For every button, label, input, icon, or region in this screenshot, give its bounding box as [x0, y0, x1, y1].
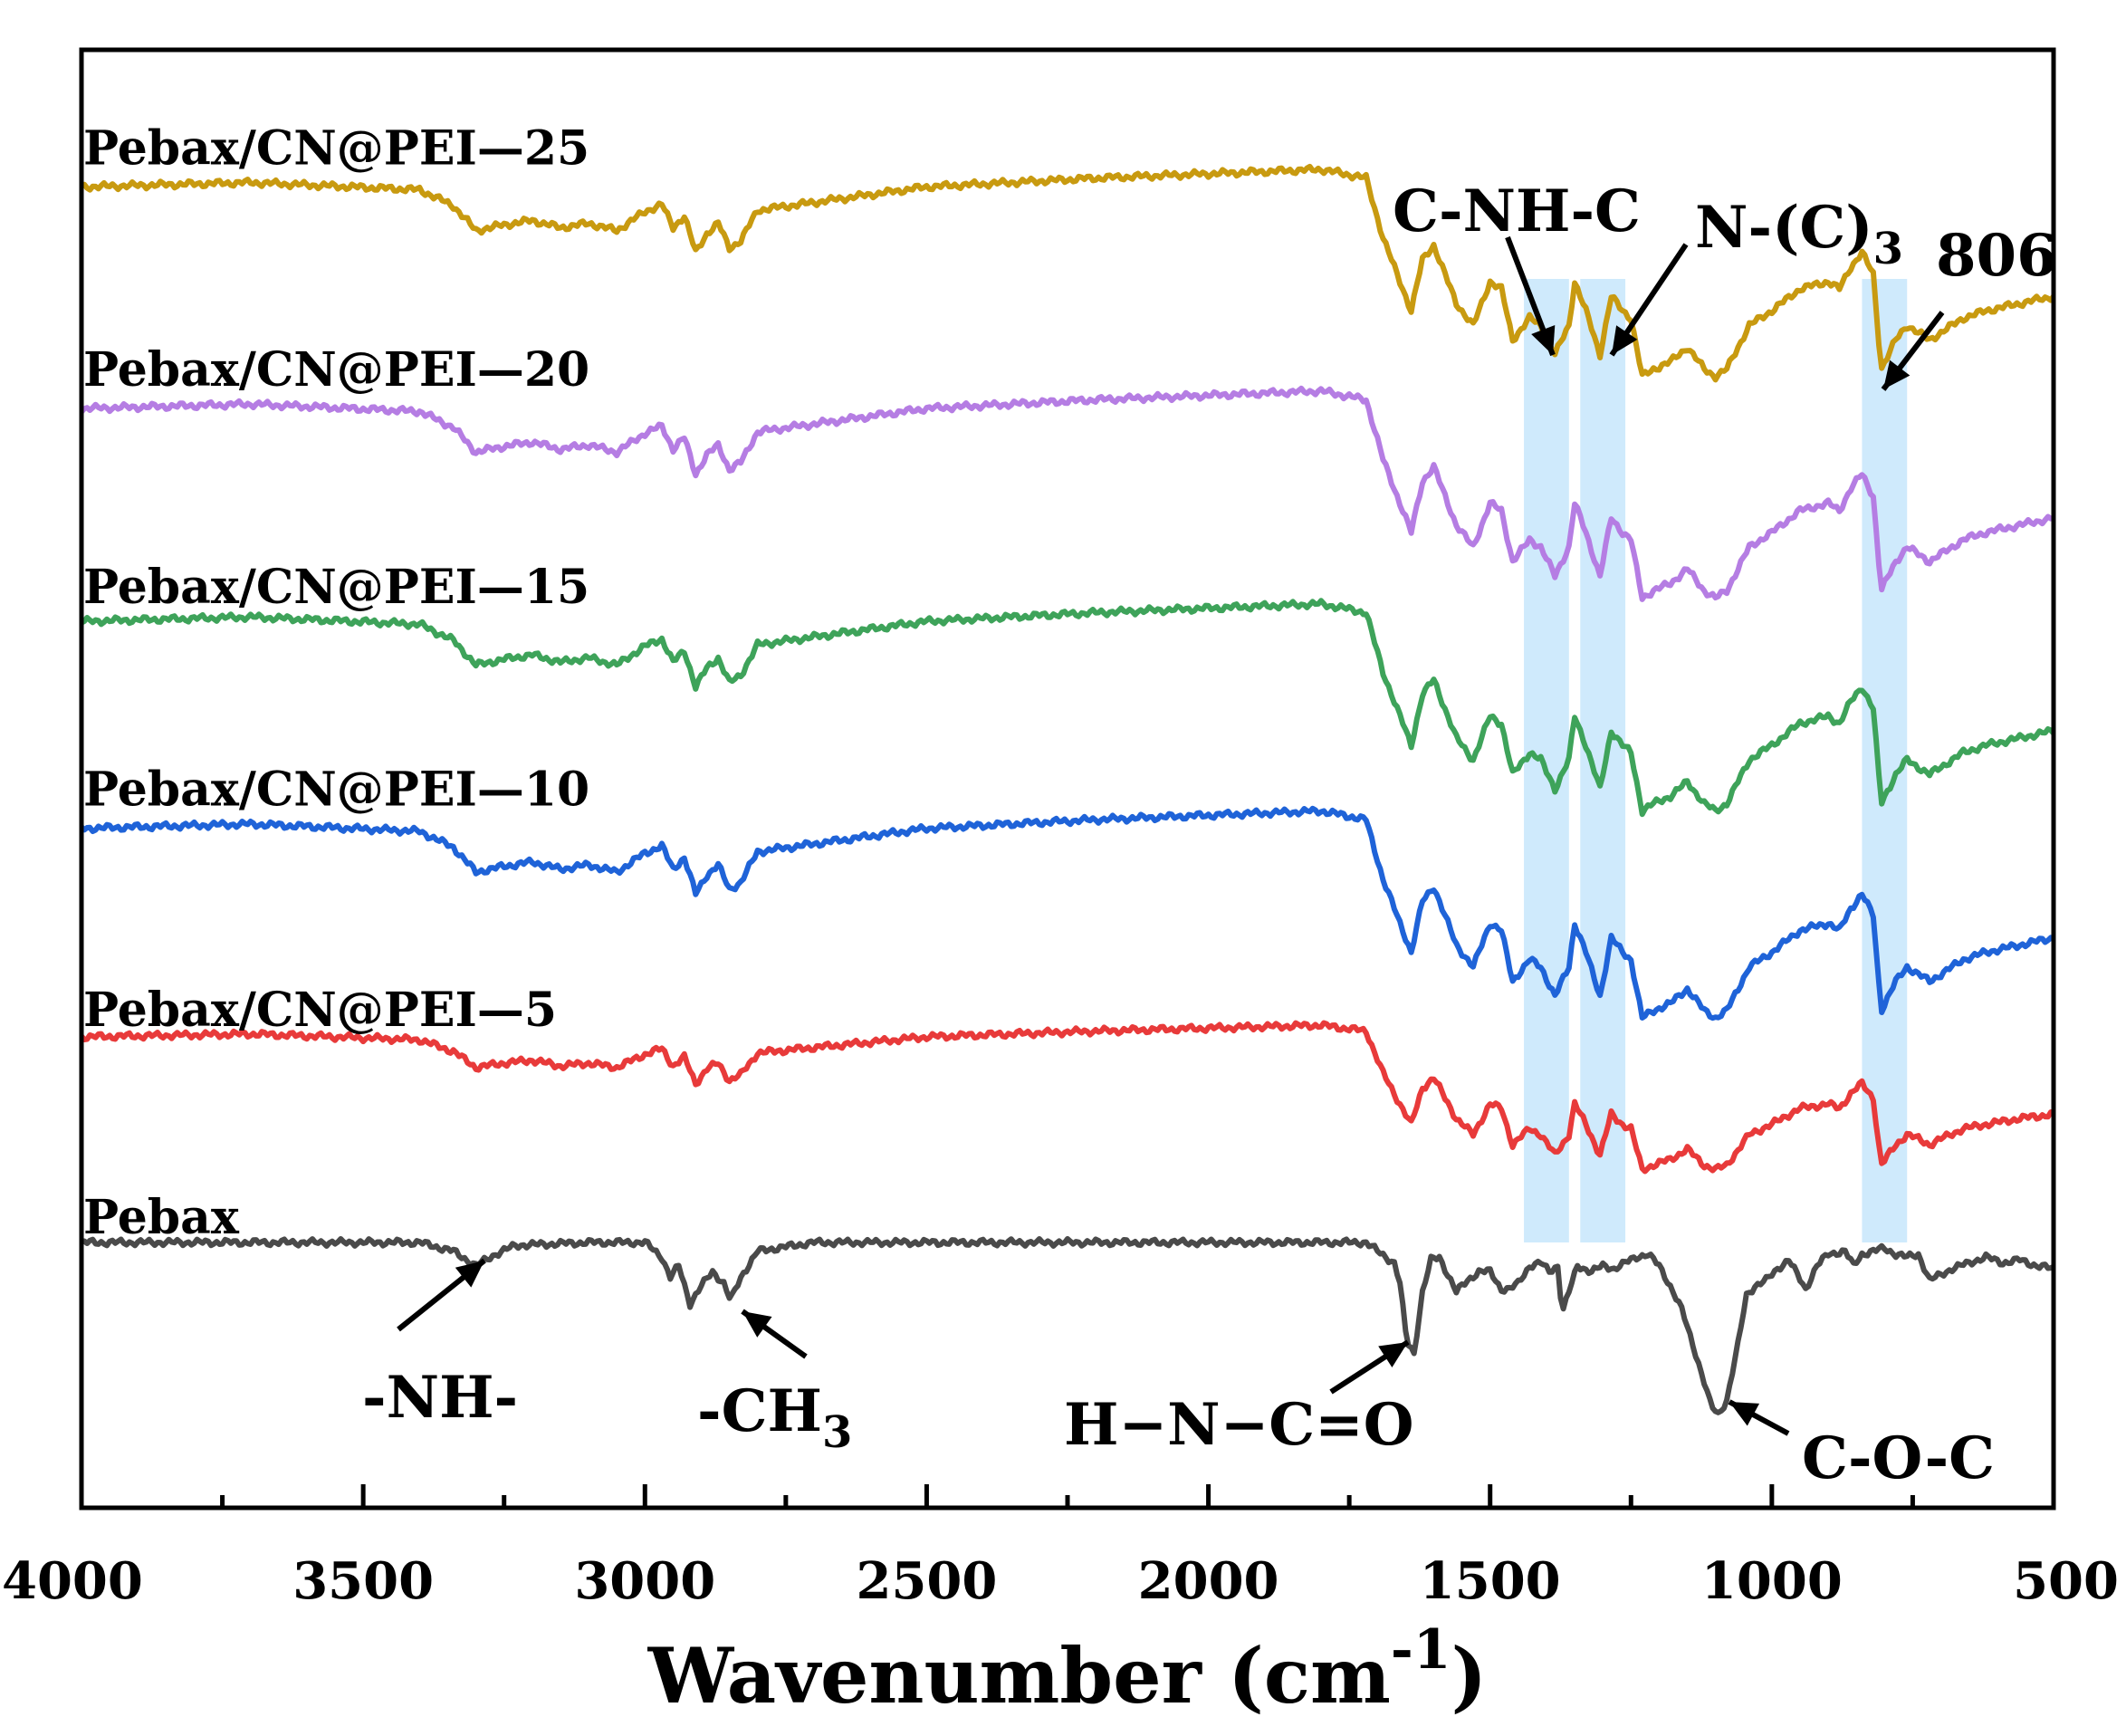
annotation-3-text: C-O-C [1802, 1424, 1995, 1492]
annotation-2-text: H−N−C=O [1064, 1391, 1414, 1459]
x-axis-title-superscript: -1 [1391, 1618, 1451, 1682]
highlight-band-2 [1862, 279, 1908, 1242]
series-label-0: Pebax/CN@PEI—25 [83, 120, 589, 176]
annotation-4: C-NH-C [1393, 177, 1641, 245]
annotation-5-text: N-(C) [1695, 194, 1873, 262]
annotation-3: C-O-C [1802, 1424, 1995, 1492]
x-tick-label-2500: 2500 [856, 1551, 997, 1611]
annotation-1: -CH3 [697, 1377, 852, 1458]
annotation-0-text: -NH- [362, 1364, 518, 1432]
annotation-4-text: C-NH-C [1393, 177, 1641, 245]
series-line-3 [79, 805, 2055, 1021]
series-label-4: Pebax/CN@PEI—5 [83, 983, 557, 1038]
annotation-arrowhead-0 [455, 1261, 484, 1288]
x-axis-tick-labels: 4000 3500 3000 2500 2000 1500 1000 500 [2, 1551, 2119, 1611]
series-label-2: Pebax/CN@PEI—15 [83, 560, 589, 615]
x-axis-title-main: Wavenumber (cm [647, 1631, 1391, 1721]
series-label-5: Pebax [83, 1190, 240, 1245]
annotation-6-text: 806 [1936, 222, 2057, 290]
x-axis-title: Wavenumber (cm-1) [647, 1618, 1488, 1721]
annotation-5: N-(C)3 [1695, 194, 1903, 274]
spectra-curves [79, 163, 2056, 1415]
annotation-arrowhead-2 [1378, 1342, 1408, 1368]
annotation-0: -NH- [362, 1364, 518, 1432]
x-tick-label-1000: 1000 [1701, 1551, 1843, 1611]
peak-annotations: -NH- -CH3 H−N−C=O C-O-CC-NH-C N-(C)3 806 [362, 177, 2057, 1492]
x-tick-label-1500: 1500 [1420, 1551, 1561, 1611]
x-axis-ticks [79, 1484, 2056, 1508]
x-tick-label-2000: 2000 [1138, 1551, 1279, 1611]
series-line-4 [79, 1020, 2054, 1175]
annotation-1-subscript: 3 [822, 1407, 852, 1458]
x-tick-label-500: 500 [2013, 1551, 2119, 1611]
annotation-arrowhead-4 [1531, 324, 1556, 355]
annotation-arrowhead-5 [1612, 325, 1638, 355]
highlight-band-0 [1524, 279, 1569, 1242]
annotation-arrowhead-3 [1729, 1402, 1760, 1426]
x-tick-label-3000: 3000 [574, 1551, 715, 1611]
series-label-1: Pebax/CN@PEI—20 [83, 342, 589, 398]
series-line-2 [80, 598, 2056, 818]
annotation-arrowhead-6 [1883, 360, 1911, 389]
annotation-5-subscript: 3 [1873, 224, 1903, 274]
annotation-1-text: -CH [697, 1377, 822, 1445]
annotation-6: 806 [1936, 222, 2057, 290]
highlight-band-1 [1580, 279, 1626, 1242]
series-labels: Pebax/CN@PEI—25 Pebax/CN@PEI—20 Pebax/CN@P… [83, 120, 589, 1245]
series-line-0 [80, 163, 2056, 383]
x-axis-title-close: ) [1451, 1631, 1488, 1721]
annotation-2: H−N−C=O [1064, 1391, 1414, 1459]
annotation-arrowhead-1 [742, 1311, 772, 1338]
series-label-3: Pebax/CN@PEI—10 [83, 762, 589, 818]
series-line-5 [81, 1236, 2055, 1415]
series-line-1 [79, 385, 2054, 602]
x-tick-label-4000: 4000 [2, 1551, 143, 1611]
x-tick-label-3500: 3500 [292, 1551, 434, 1611]
highlight-bands [1524, 279, 1908, 1242]
